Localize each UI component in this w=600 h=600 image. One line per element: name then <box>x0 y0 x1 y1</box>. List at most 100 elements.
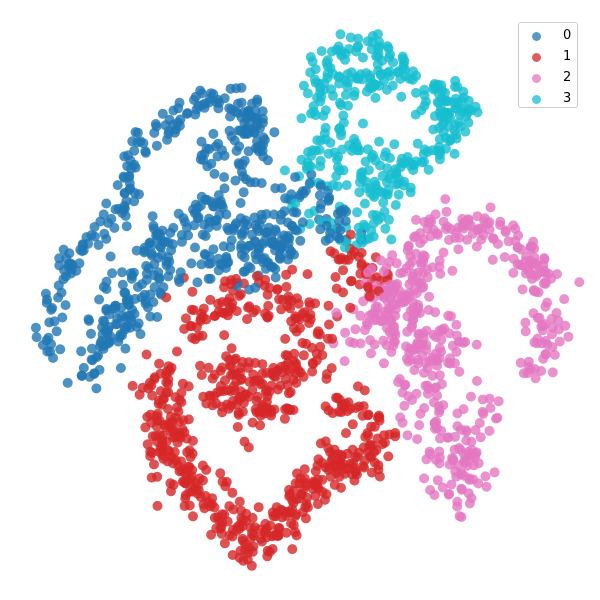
scatter-point-series-2 <box>520 317 531 328</box>
scatter-point-series-0 <box>270 226 281 237</box>
scatter-point-series-2 <box>528 308 539 319</box>
scatter-point-series-2 <box>485 403 496 413</box>
scatter-point-series-0 <box>243 118 254 129</box>
scatter-point-series-3 <box>335 29 346 40</box>
scatter-point-series-2 <box>559 294 570 305</box>
scatter-point-series-2 <box>453 222 464 233</box>
scatter-point-series-3 <box>358 52 368 63</box>
scatter-point-series-2 <box>491 413 501 424</box>
scatter-point-series-0 <box>62 377 73 388</box>
scatter-point-series-0 <box>257 253 267 264</box>
scatter-point-series-2 <box>412 354 423 365</box>
scatter-point-series-2 <box>404 343 415 354</box>
scatter-point-series-2 <box>461 425 472 436</box>
scatter-point-series-0 <box>262 155 273 166</box>
scatter-point-series-0 <box>140 147 151 158</box>
scatter-point-series-2 <box>515 259 526 270</box>
scatter-point-series-1 <box>363 430 374 441</box>
scatter-point-series-1 <box>272 284 283 295</box>
scatter-point-series-1 <box>286 295 297 306</box>
scatter-point-series-1 <box>362 281 373 292</box>
scatter-point-series-0 <box>177 236 187 247</box>
scatter-point-series-1 <box>176 387 187 398</box>
scatter-point-series-3 <box>374 136 385 147</box>
scatter-point-series-2 <box>409 365 420 376</box>
scatter-point-series-1 <box>215 468 226 479</box>
scatter-point-series-0 <box>290 172 301 183</box>
scatter-point-series-2 <box>454 511 465 522</box>
scatter-point-series-0 <box>86 328 96 339</box>
scatter-point-series-0 <box>117 267 127 278</box>
scatter-point-series-0 <box>151 121 162 132</box>
scatter-point-series-2 <box>407 320 418 331</box>
scatter-point-series-3 <box>411 87 421 98</box>
scatter-point-series-1 <box>174 428 185 439</box>
scatter-point-series-1 <box>281 527 292 538</box>
scatter-point-series-0 <box>233 125 244 136</box>
scatter-point-series-1 <box>186 304 197 315</box>
scatter-point-series-1 <box>253 502 264 513</box>
scatter-point-series-1 <box>184 445 195 456</box>
scatter-point-series-1 <box>211 523 222 534</box>
scatter-point-series-2 <box>362 267 373 278</box>
scatter-point-series-0 <box>279 206 290 217</box>
scatter-point-series-3 <box>383 214 394 225</box>
scatter-point-series-0 <box>151 140 162 151</box>
scatter-point-series-1 <box>247 528 258 539</box>
scatter-point-series-1 <box>185 477 195 488</box>
scatter-point-series-2 <box>574 277 585 288</box>
scatter-point-series-2 <box>355 338 366 349</box>
scatter-point-series-1 <box>238 397 249 408</box>
scatter-point-series-1 <box>236 505 246 516</box>
scatter-point-series-2 <box>387 250 398 261</box>
scatter-point-series-0 <box>203 258 214 269</box>
scatter-point-series-2 <box>424 291 435 302</box>
scatter-point-series-3 <box>304 208 314 219</box>
scatter-point-series-0 <box>93 240 104 250</box>
scatter-point-series-1 <box>336 450 347 460</box>
scatter-point-series-1 <box>221 351 232 362</box>
scatter-point-series-1 <box>307 366 318 377</box>
scatter-point-series-3 <box>305 161 316 172</box>
scatter-point-series-0 <box>134 189 144 200</box>
scatter-point-series-3 <box>315 96 326 107</box>
scatter-point-series-2 <box>408 268 419 279</box>
scatter-point-series-1 <box>288 485 299 496</box>
scatter-point-series-2 <box>456 483 467 494</box>
scatter-point-series-0 <box>115 363 126 373</box>
scatter-point-series-0 <box>119 188 130 199</box>
legend: 0 1 2 3 <box>518 22 578 108</box>
scatter-point-series-0 <box>334 215 345 226</box>
scatter-point-series-1 <box>192 488 203 499</box>
scatter-point-series-2 <box>554 336 565 347</box>
scatter-point-series-0 <box>222 222 233 233</box>
scatter-point-series-2 <box>339 356 350 367</box>
scatter-point-series-3 <box>302 88 313 99</box>
scatter-point-series-3 <box>381 189 392 200</box>
scatter-point-series-2 <box>462 234 473 245</box>
scatter-point-series-3 <box>352 142 363 152</box>
scatter-point-series-3 <box>363 165 374 176</box>
scatter-point-series-2 <box>512 242 523 253</box>
scatter-point-series-3 <box>432 97 443 108</box>
scatter-point-series-0 <box>212 151 223 162</box>
scatter-point-series-1 <box>211 387 222 398</box>
scatter-point-series-1 <box>369 457 380 468</box>
scatter-point-series-1 <box>374 471 385 482</box>
scatter-point-series-3 <box>419 156 429 167</box>
scatter-point-series-2 <box>418 328 428 339</box>
scatter-point-series-3 <box>418 149 429 160</box>
scatter-point-series-0 <box>295 235 306 246</box>
scatter-point-series-3 <box>343 100 353 111</box>
scatter-point-series-0 <box>130 127 141 138</box>
scatter-point-series-1 <box>127 380 138 391</box>
scatter-point-series-3 <box>449 148 460 159</box>
scatter-point-series-1 <box>219 282 229 293</box>
scatter-point-series-1 <box>211 398 222 409</box>
scatter-point-series-2 <box>553 315 564 326</box>
scatter-point-series-1 <box>338 287 348 298</box>
scatter-point-series-0 <box>218 241 229 252</box>
scatter-point-series-0 <box>118 204 129 215</box>
scatter-point-series-1 <box>209 311 220 322</box>
scatter-point-series-1 <box>196 370 207 380</box>
